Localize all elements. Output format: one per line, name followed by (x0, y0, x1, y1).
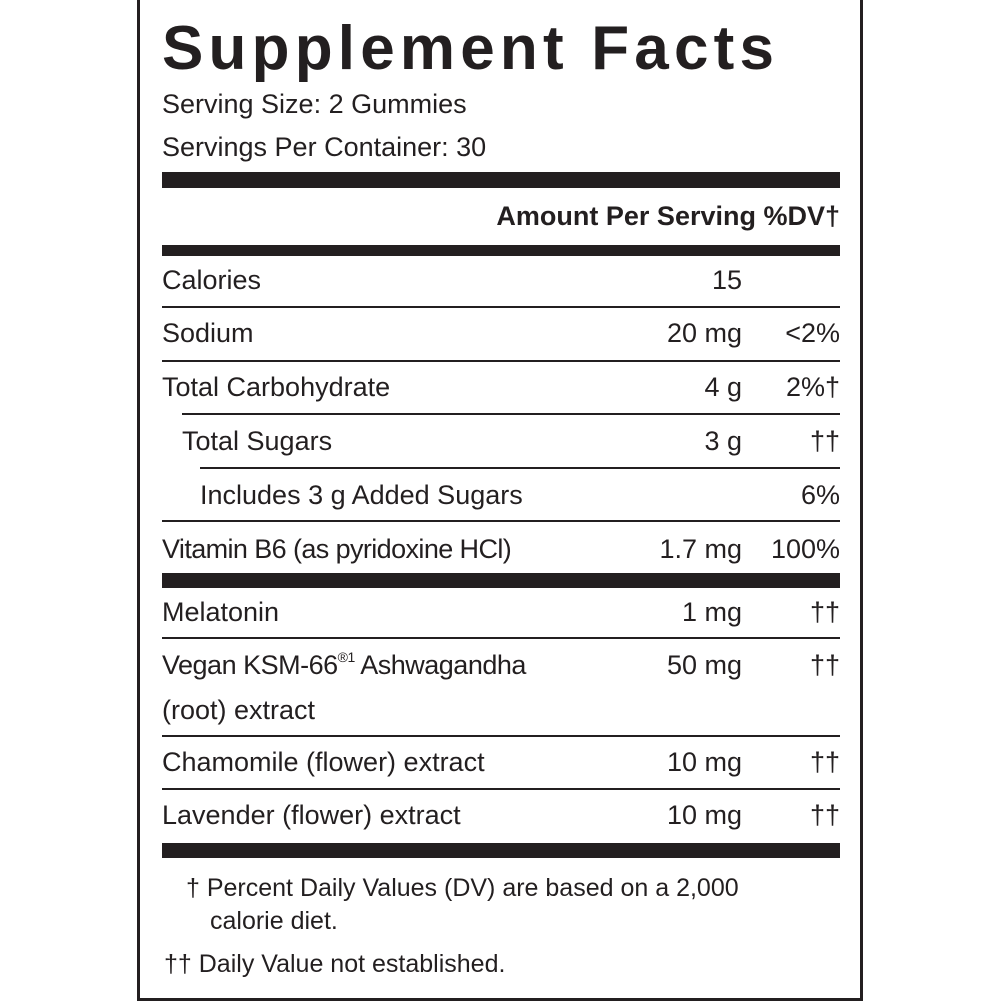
row-label: Sodium (162, 318, 254, 348)
row-label: Melatonin (162, 597, 280, 627)
row-dv: †† (809, 650, 840, 680)
label-title: Supplement Facts (162, 14, 780, 83)
divider (162, 360, 840, 362)
registered-mark: ®1 (337, 649, 356, 665)
divider (162, 637, 840, 639)
row-amount: 3 g (704, 426, 742, 456)
divider (162, 306, 840, 308)
thick-divider (162, 172, 840, 188)
row-label: Lavender (flower) extract (162, 800, 461, 830)
row-amount: 15 (711, 265, 742, 295)
row-label: Includes 3 g Added Sugars (200, 480, 523, 510)
row-dv: 2%† (785, 372, 840, 402)
column-header: Amount Per Serving %DV† (496, 201, 840, 231)
footnote-not-established: †† Daily Value not established. (164, 950, 506, 978)
label-text: Ashwagandha (354, 650, 526, 680)
row-amount: 10 mg (666, 747, 742, 777)
row-dv: †† (809, 597, 840, 627)
divider (200, 467, 840, 469)
row-amount: 4 g (704, 372, 742, 402)
row-dv: <2% (785, 318, 840, 348)
divider (182, 413, 840, 415)
divider (162, 520, 840, 522)
row-label: Total Carbohydrate (162, 372, 391, 402)
divider (162, 788, 840, 790)
footnote-dv: † Percent Daily Values (DV) are based on… (186, 874, 739, 902)
row-amount: 1 mg (681, 597, 742, 627)
row-label: Vitamin B6 (as pyridoxine HCl) (162, 534, 512, 564)
row-label: Calories (162, 265, 262, 295)
row-amount: 20 mg (666, 318, 742, 348)
row-amount: 1.7 mg (659, 534, 742, 564)
row-label: Total Sugars (182, 426, 333, 456)
thick-divider (162, 573, 840, 588)
row-label: Chamomile (flower) extract (162, 747, 485, 777)
divider (162, 735, 840, 737)
row-amount: 50 mg (666, 650, 742, 680)
thick-divider (162, 843, 840, 858)
thick-divider (162, 245, 840, 256)
serving-size: Serving Size: 2 Gummies (162, 89, 467, 119)
row-dv: 100% (770, 534, 840, 564)
row-dv: †† (809, 747, 840, 777)
row-amount: 10 mg (666, 800, 742, 830)
row-label-line2: (root) extract (162, 695, 316, 725)
label-text: Vegan KSM-66 (162, 650, 338, 680)
row-dv: 6% (800, 480, 840, 510)
row-label: Vegan KSM-66®1 Ashwagandha (162, 649, 526, 680)
servings-per-container: Servings Per Container: 30 (162, 132, 487, 162)
row-dv: †† (809, 800, 840, 830)
footnote-dv-continued: calorie diet. (210, 907, 338, 935)
row-dv: †† (809, 426, 840, 456)
